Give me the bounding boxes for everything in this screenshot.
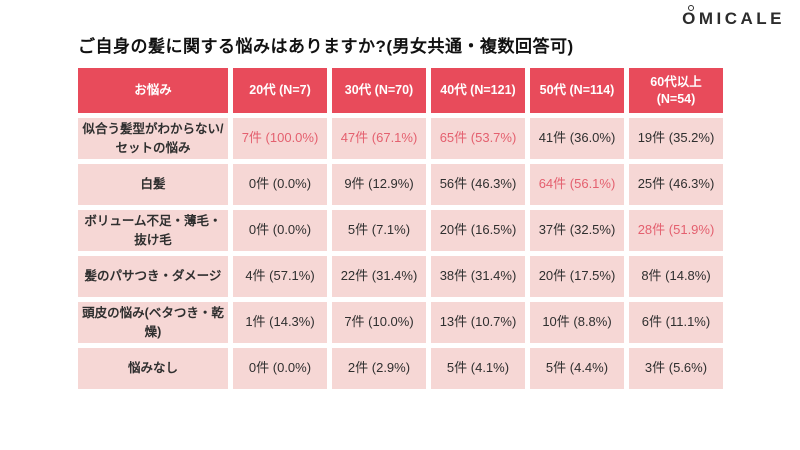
row-label-scalp: 頭皮の悩み(ベタつき・乾燥) xyxy=(78,302,228,343)
row-label-volume-loss: ボリューム不足・薄毛・抜け毛 xyxy=(78,210,228,251)
row-label-dryness-damage: 髪のパサつき・ダメージ xyxy=(78,256,228,297)
data-cell: 0件 (0.0%) xyxy=(233,348,327,389)
data-cell: 7件 (100.0%) xyxy=(233,118,327,159)
data-cell: 25件 (46.3%) xyxy=(629,164,723,205)
data-cell: 10件 (8.8%) xyxy=(530,302,624,343)
data-cell: 41件 (36.0%) xyxy=(530,118,624,159)
data-cell: 5件 (7.1%) xyxy=(332,210,426,251)
data-cell: 5件 (4.4%) xyxy=(530,348,624,389)
data-cell: 7件 (10.0%) xyxy=(332,302,426,343)
data-cell: 19件 (35.2%) xyxy=(629,118,723,159)
data-cell: 13件 (10.7%) xyxy=(431,302,525,343)
column-header-60s-plus: 60代以上 (N=54) xyxy=(629,68,723,113)
column-header-40s: 40代 (N=121) xyxy=(431,68,525,113)
column-header-20s: 20代 (N=7) xyxy=(233,68,327,113)
data-cell: 47件 (67.1%) xyxy=(332,118,426,159)
data-cell: 3件 (5.6%) xyxy=(629,348,723,389)
data-cell: 4件 (57.1%) xyxy=(233,256,327,297)
data-cell: 56件 (46.3%) xyxy=(431,164,525,205)
brand-logo: OMICALE xyxy=(682,5,785,29)
data-cell: 0件 (0.0%) xyxy=(233,210,327,251)
column-header-30s: 30代 (N=70) xyxy=(332,68,426,113)
logo-letter-o: O xyxy=(682,9,699,28)
data-cell: 1件 (14.3%) xyxy=(233,302,327,343)
row-label-gray-hair: 白髪 xyxy=(78,164,228,205)
data-cell: 9件 (12.9%) xyxy=(332,164,426,205)
data-cell: 2件 (2.9%) xyxy=(332,348,426,389)
ring-gem-icon: O xyxy=(682,5,699,29)
column-header-50s: 50代 (N=114) xyxy=(530,68,624,113)
data-cell: 20件 (17.5%) xyxy=(530,256,624,297)
data-cell: 20件 (16.5%) xyxy=(431,210,525,251)
data-cell: 8件 (14.8%) xyxy=(629,256,723,297)
data-cell: 64件 (56.1%) xyxy=(530,164,624,205)
row-label-no-concern: 悩みなし xyxy=(78,348,228,389)
row-label-hairstyle: 似合う髪型がわからない/セットの悩み xyxy=(78,118,228,159)
data-cell: 28件 (51.9%) xyxy=(629,210,723,251)
data-cell: 65件 (53.7%) xyxy=(431,118,525,159)
page-title: ご自身の髪に関する悩みはありますか?(男女共通・複数回答可) xyxy=(78,37,574,56)
data-cell: 0件 (0.0%) xyxy=(233,164,327,205)
survey-table: お悩み 20代 (N=7) 30代 (N=70) 40代 (N=121) 50代… xyxy=(78,68,723,389)
logo-text: MICALE xyxy=(698,9,785,28)
data-cell: 6件 (11.1%) xyxy=(629,302,723,343)
data-cell: 37件 (32.5%) xyxy=(530,210,624,251)
data-cell: 5件 (4.1%) xyxy=(431,348,525,389)
data-cell: 22件 (31.4%) xyxy=(332,256,426,297)
data-cell: 38件 (31.4%) xyxy=(431,256,525,297)
column-header-concern: お悩み xyxy=(78,68,228,113)
